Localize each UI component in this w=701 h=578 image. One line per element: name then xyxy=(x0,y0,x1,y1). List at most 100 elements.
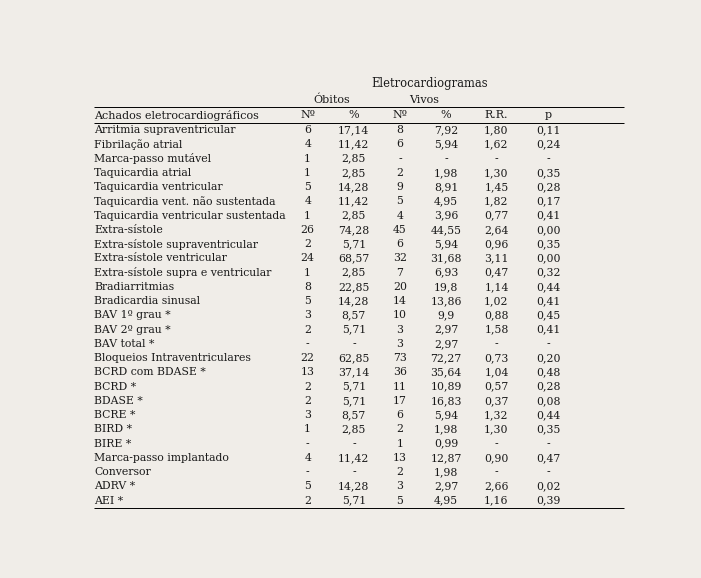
Text: 1: 1 xyxy=(397,439,404,449)
Text: 5,94: 5,94 xyxy=(434,139,458,150)
Text: Marca-passo implantado: Marca-passo implantado xyxy=(94,453,229,463)
Text: Nº: Nº xyxy=(300,110,315,120)
Text: 31,68: 31,68 xyxy=(430,253,462,264)
Text: 72,27: 72,27 xyxy=(430,353,462,363)
Text: 4,95: 4,95 xyxy=(434,495,458,506)
Text: 8: 8 xyxy=(397,125,404,135)
Text: 1,04: 1,04 xyxy=(484,368,509,377)
Text: 12,87: 12,87 xyxy=(430,453,462,463)
Text: 5: 5 xyxy=(397,197,404,206)
Text: 5,94: 5,94 xyxy=(434,410,458,420)
Text: 36: 36 xyxy=(393,368,407,377)
Text: -: - xyxy=(495,439,498,449)
Text: 2,85: 2,85 xyxy=(341,424,366,435)
Text: 6: 6 xyxy=(304,125,311,135)
Text: 1,98: 1,98 xyxy=(434,168,458,178)
Text: 0,35: 0,35 xyxy=(536,424,560,435)
Text: -: - xyxy=(546,339,550,349)
Text: 14,28: 14,28 xyxy=(338,182,369,192)
Text: 0,28: 0,28 xyxy=(536,381,560,392)
Text: -: - xyxy=(444,154,448,164)
Text: 2: 2 xyxy=(397,467,404,477)
Text: 1,14: 1,14 xyxy=(484,282,509,292)
Text: 0,45: 0,45 xyxy=(536,310,560,320)
Text: ADRV *: ADRV * xyxy=(94,481,135,491)
Text: 3,96: 3,96 xyxy=(434,210,458,221)
Text: 8: 8 xyxy=(304,282,311,292)
Text: 62,85: 62,85 xyxy=(338,353,369,363)
Text: 5,71: 5,71 xyxy=(341,239,366,249)
Text: 13: 13 xyxy=(301,368,315,377)
Text: 0,73: 0,73 xyxy=(484,353,509,363)
Text: Marca-passo mutável: Marca-passo mutável xyxy=(94,153,211,164)
Text: Taquicardia vent. não sustentada: Taquicardia vent. não sustentada xyxy=(94,196,275,207)
Text: 8,57: 8,57 xyxy=(341,410,366,420)
Text: 0,02: 0,02 xyxy=(536,481,560,491)
Text: 37,14: 37,14 xyxy=(338,368,369,377)
Text: 14,28: 14,28 xyxy=(338,481,369,491)
Text: 2: 2 xyxy=(304,396,311,406)
Text: 1,58: 1,58 xyxy=(484,325,509,335)
Text: BDASE *: BDASE * xyxy=(94,396,143,406)
Text: 17: 17 xyxy=(393,396,407,406)
Text: Extra-sístole supra e ventricular: Extra-sístole supra e ventricular xyxy=(94,267,271,278)
Text: 0,90: 0,90 xyxy=(484,453,509,463)
Text: %: % xyxy=(441,110,451,120)
Text: 3: 3 xyxy=(304,310,311,320)
Text: 1: 1 xyxy=(304,424,311,435)
Text: 3,11: 3,11 xyxy=(484,253,509,264)
Text: 0,00: 0,00 xyxy=(536,253,560,264)
Text: BCRD *: BCRD * xyxy=(94,381,136,392)
Text: 1,16: 1,16 xyxy=(484,495,509,506)
Text: 1,30: 1,30 xyxy=(484,424,509,435)
Text: 0,77: 0,77 xyxy=(484,210,508,221)
Text: 1: 1 xyxy=(304,268,311,277)
Text: 16,83: 16,83 xyxy=(430,396,462,406)
Text: 1,30: 1,30 xyxy=(484,168,509,178)
Text: 2,85: 2,85 xyxy=(341,154,366,164)
Text: 13: 13 xyxy=(393,453,407,463)
Text: 4: 4 xyxy=(304,197,311,206)
Text: 26: 26 xyxy=(301,225,315,235)
Text: 1: 1 xyxy=(304,154,311,164)
Text: 22,85: 22,85 xyxy=(338,282,369,292)
Text: 0,41: 0,41 xyxy=(536,210,560,221)
Text: Conversor: Conversor xyxy=(94,467,151,477)
Text: 1: 1 xyxy=(304,210,311,221)
Text: 14,28: 14,28 xyxy=(338,296,369,306)
Text: 0,47: 0,47 xyxy=(484,268,508,277)
Text: 3: 3 xyxy=(397,481,404,491)
Text: 5,94: 5,94 xyxy=(434,239,458,249)
Text: 0,08: 0,08 xyxy=(536,396,560,406)
Text: 17,14: 17,14 xyxy=(338,125,369,135)
Text: Vivos: Vivos xyxy=(409,95,440,105)
Text: 1,82: 1,82 xyxy=(484,197,509,206)
Text: 0,57: 0,57 xyxy=(484,381,508,392)
Text: %: % xyxy=(348,110,359,120)
Text: 0,11: 0,11 xyxy=(536,125,560,135)
Text: 1,62: 1,62 xyxy=(484,139,509,150)
Text: 0,39: 0,39 xyxy=(536,495,560,506)
Text: 5,71: 5,71 xyxy=(341,325,366,335)
Text: 9,9: 9,9 xyxy=(437,310,455,320)
Text: 2,97: 2,97 xyxy=(434,339,458,349)
Text: Bradicardia sinusal: Bradicardia sinusal xyxy=(94,296,200,306)
Text: 0,96: 0,96 xyxy=(484,239,509,249)
Text: 0,47: 0,47 xyxy=(536,453,560,463)
Text: 2,97: 2,97 xyxy=(434,481,458,491)
Text: 35,64: 35,64 xyxy=(430,368,462,377)
Text: BIRD *: BIRD * xyxy=(94,424,132,435)
Text: 8,91: 8,91 xyxy=(434,182,458,192)
Text: 7: 7 xyxy=(397,268,404,277)
Text: 44,55: 44,55 xyxy=(430,225,462,235)
Text: 5,71: 5,71 xyxy=(341,495,366,506)
Text: 10,89: 10,89 xyxy=(430,381,462,392)
Text: 1: 1 xyxy=(304,168,311,178)
Text: -: - xyxy=(495,339,498,349)
Text: Extra-sístole: Extra-sístole xyxy=(94,225,163,235)
Text: -: - xyxy=(398,154,402,164)
Text: BAV total *: BAV total * xyxy=(94,339,154,349)
Text: 2: 2 xyxy=(304,239,311,249)
Text: -: - xyxy=(306,467,309,477)
Text: 10: 10 xyxy=(393,310,407,320)
